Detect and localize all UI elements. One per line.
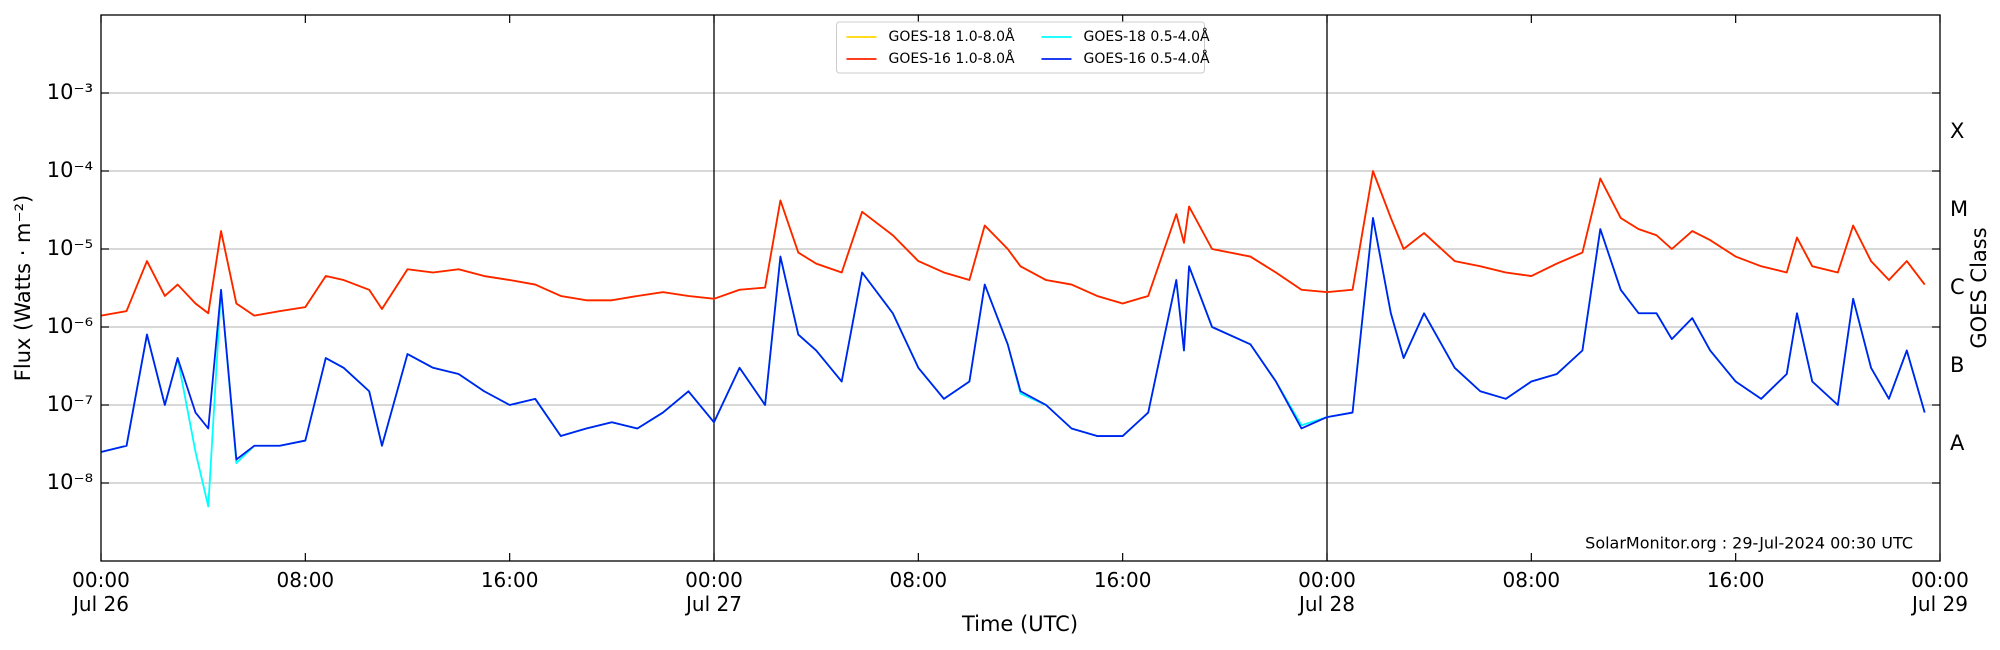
y-tick-label: 10⁻⁶ bbox=[47, 314, 93, 338]
y2-tick-label: X bbox=[1950, 119, 1964, 143]
y-axis-label: Flux (Watts · m⁻²) bbox=[11, 195, 35, 381]
x-tick-label: 08:00 bbox=[276, 568, 335, 592]
y-tick-label: 10⁻⁷ bbox=[47, 392, 93, 416]
y2-tick-label: A bbox=[1950, 431, 1965, 455]
x-tick-label: 00:00 Jul 27 bbox=[685, 568, 743, 616]
y-tick-label: 10⁻⁴ bbox=[47, 158, 93, 182]
y-tick-label: 10⁻⁵ bbox=[47, 236, 93, 260]
y2-tick-label: C bbox=[1950, 275, 1965, 299]
y-tick-label: 10⁻³ bbox=[47, 80, 93, 104]
x-tick-label: 00:00 Jul 28 bbox=[1298, 568, 1356, 616]
x-axis-label: Time (UTC) bbox=[961, 612, 1078, 636]
series-line bbox=[100, 217, 1926, 461]
y2-axis-label: GOES Class bbox=[1967, 227, 1991, 348]
series-line bbox=[100, 170, 1926, 317]
x-tick-label: 16:00 bbox=[1093, 568, 1152, 592]
x-tick-label: 00:00 Jul 29 bbox=[1911, 568, 1969, 616]
legend-label: GOES-16 1.0-8.0Å bbox=[889, 50, 1015, 67]
series-line bbox=[100, 170, 1926, 317]
legend-label: GOES-18 0.5-4.0Å bbox=[1084, 28, 1210, 45]
x-tick-label: 16:00 bbox=[480, 568, 539, 592]
x-tick-label: 00:00 Jul 26 bbox=[72, 568, 130, 616]
legend: GOES-18 1.0-8.0Å GOES-16 1.0-8.0Å GOES-18 … bbox=[836, 21, 1210, 74]
y2-tick-label: B bbox=[1950, 353, 1964, 377]
legend-box bbox=[836, 21, 1205, 74]
x-tick-label: 08:00 bbox=[1502, 568, 1561, 592]
x-tick-label: 08:00 bbox=[889, 568, 948, 592]
y2-tick-label: M bbox=[1950, 197, 1968, 221]
plot-frame bbox=[100, 14, 1941, 562]
legend-label: GOES-16 0.5-4.0Å bbox=[1084, 50, 1210, 67]
legend-label: GOES-18 1.0-8.0Å bbox=[889, 28, 1015, 45]
y-tick-label: 10⁻⁸ bbox=[47, 470, 93, 494]
x-tick-label: 16:00 bbox=[1706, 568, 1765, 592]
source-annotation: SolarMonitor.org : 29-Jul-2024 00:30 UTC bbox=[1585, 534, 1913, 553]
